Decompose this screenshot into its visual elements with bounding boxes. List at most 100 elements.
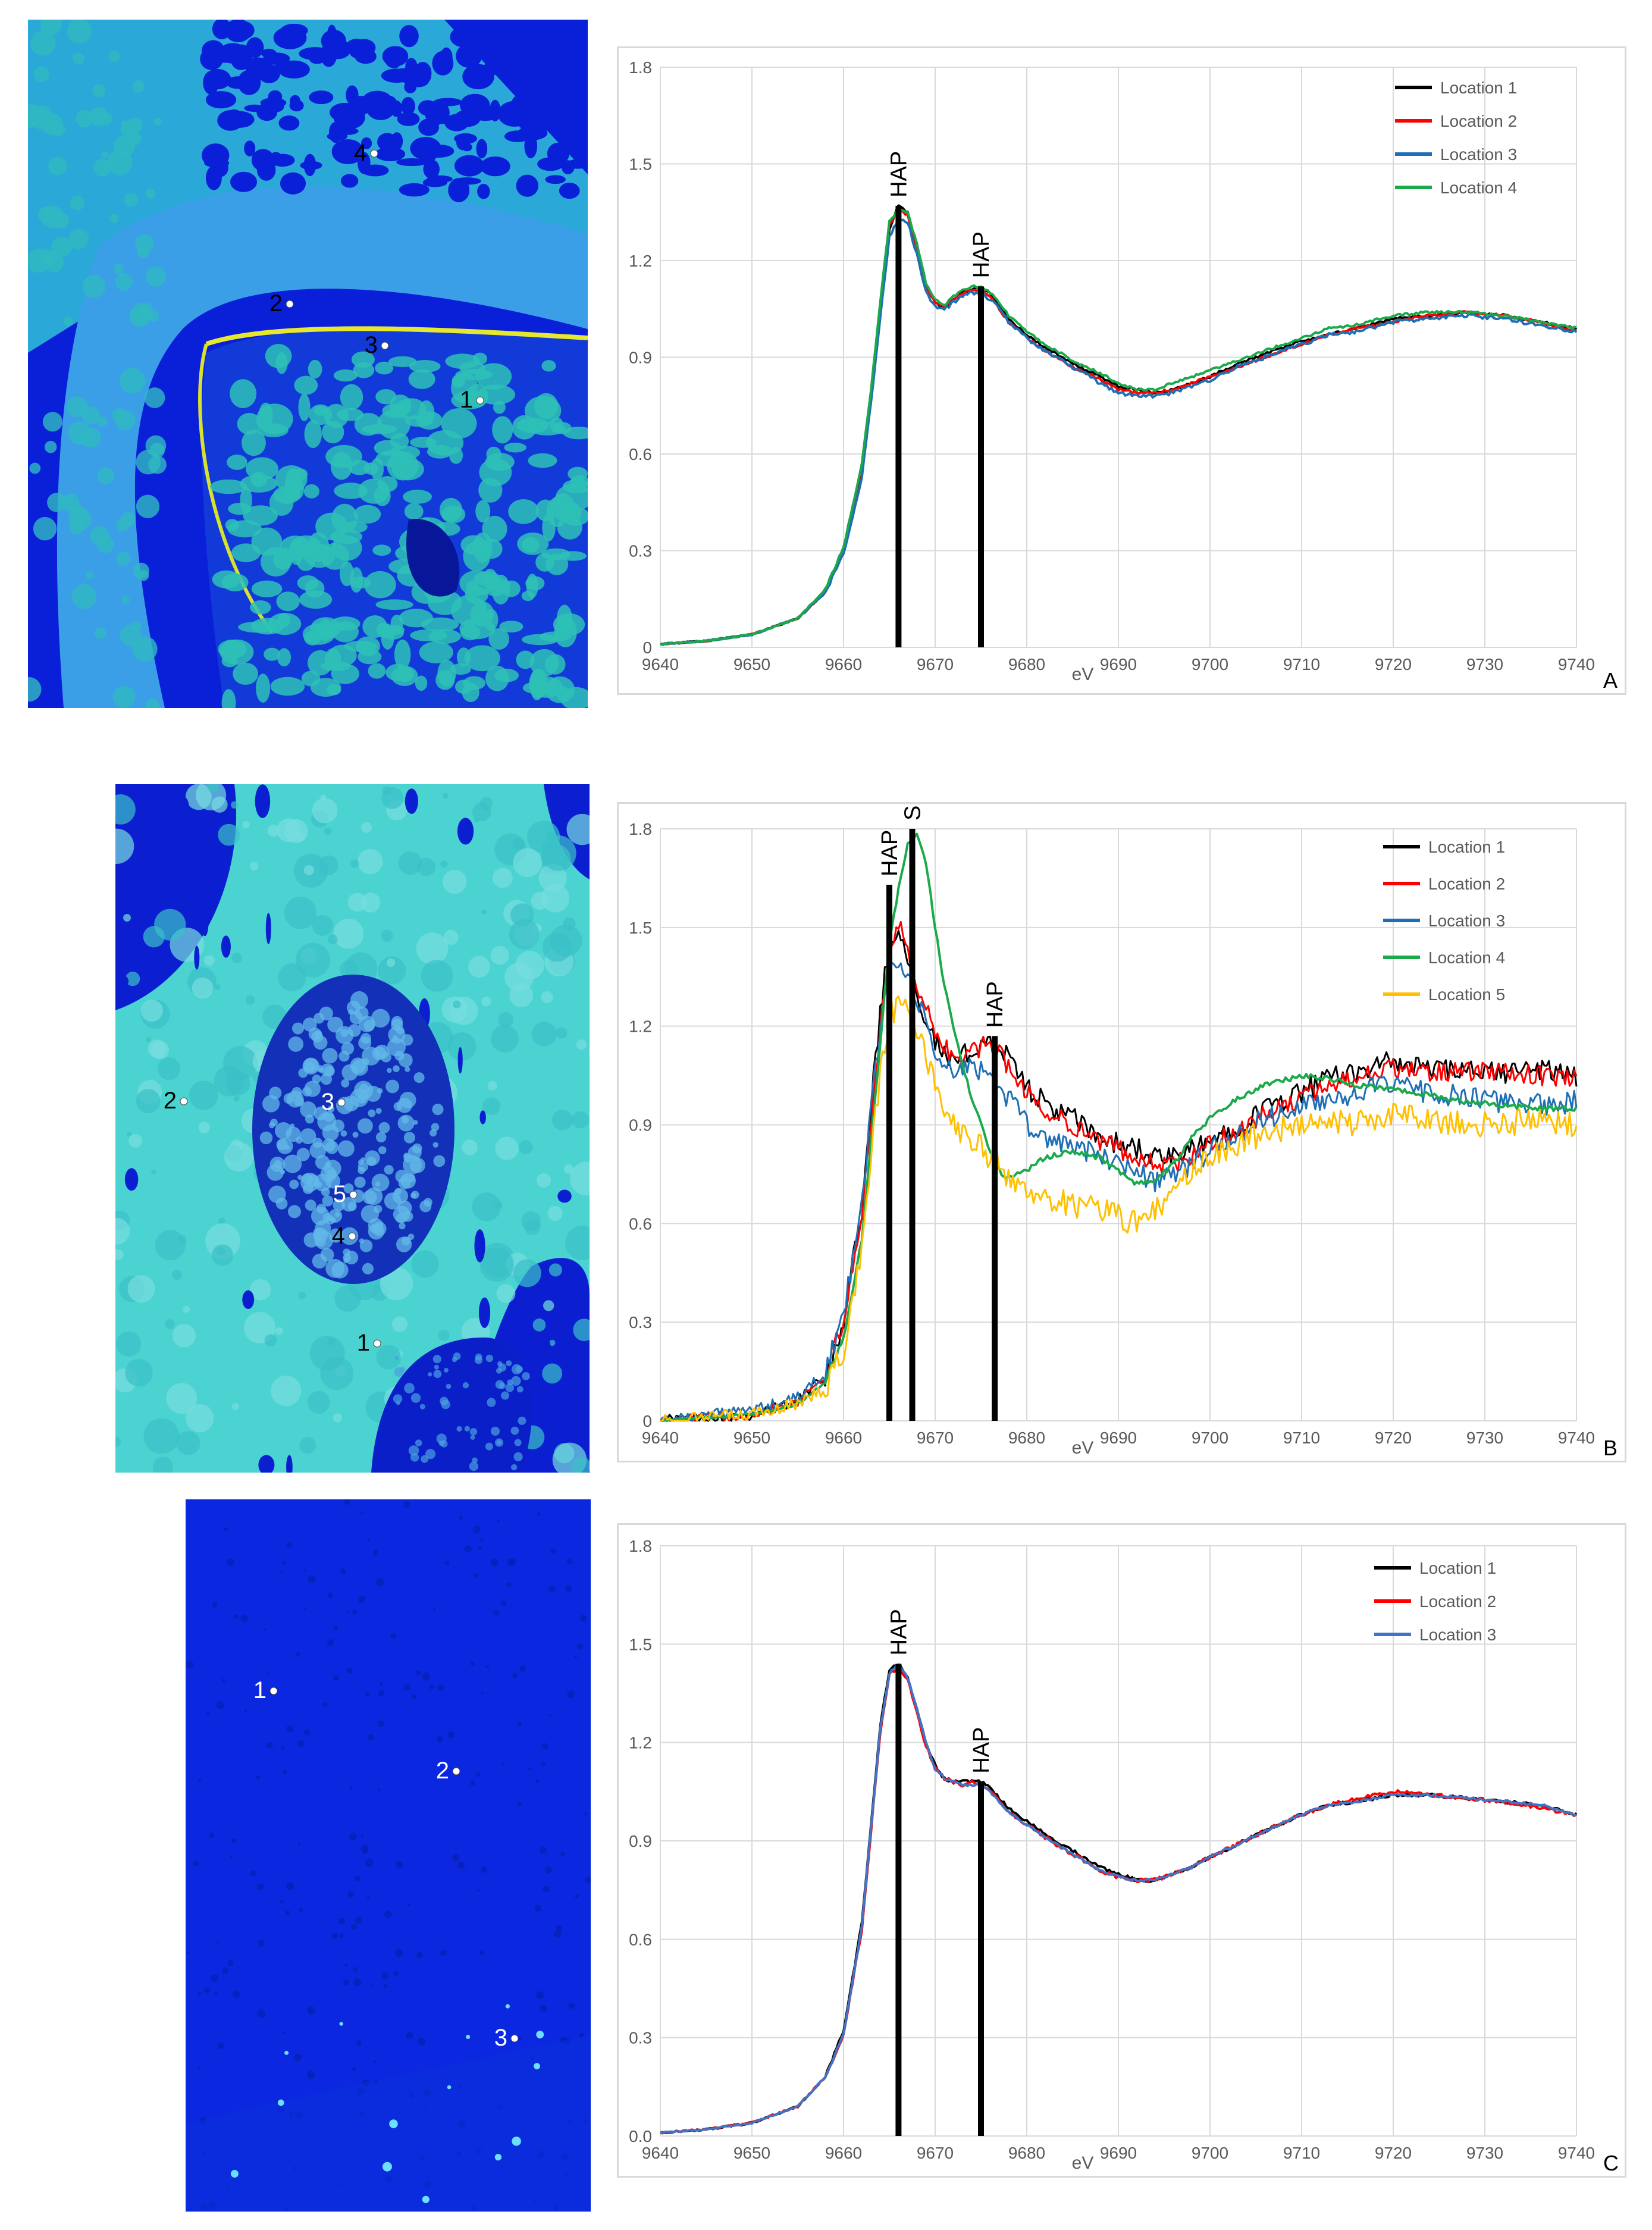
peak-label: HAP <box>886 151 911 198</box>
legend-entry: Location 1 <box>1428 838 1505 856</box>
y-tick-label: 1.2 <box>629 1734 652 1752</box>
series-line-5 <box>660 995 1578 1422</box>
x-tick-label: 9710 <box>1283 655 1320 674</box>
location-dot <box>510 2034 519 2043</box>
chart-svg-c: 9640 9650 9660 9670 9680 9690 9700 9710 9720 9730… <box>629 1537 1619 2175</box>
location-dot <box>381 342 389 350</box>
peak-label: HAP <box>886 1609 911 1655</box>
x-tick-label: 9720 <box>1375 655 1412 674</box>
legend-entry: Location 5 <box>1428 985 1505 1004</box>
location-label: 3 <box>365 332 378 358</box>
x-tick-label: 9730 <box>1466 655 1503 674</box>
peak-label: HAP <box>969 231 994 278</box>
legend-entry: Location 3 <box>1428 912 1505 930</box>
x-tick-label: 9710 <box>1283 1429 1320 1447</box>
x-tick-label: 9690 <box>1100 655 1137 674</box>
fluorescence-image: 1 2 3 4 5 <box>115 784 590 1473</box>
y-tick-label: 0.3 <box>629 2029 652 2047</box>
x-tick-label: 9640 <box>642 655 679 674</box>
x-tick-label: 9740 <box>1558 2144 1595 2162</box>
y-tick-label: 0.3 <box>629 1313 652 1332</box>
x-tick-label: 9720 <box>1375 1429 1412 1447</box>
legend-entry: Location 4 <box>1440 178 1517 197</box>
legend-entry: Location 2 <box>1440 112 1517 130</box>
y-tick-label: 0.9 <box>629 1116 652 1135</box>
x-tick-label: 9700 <box>1192 1429 1228 1447</box>
location-dot <box>337 1098 346 1107</box>
x-tick-label: 9740 <box>1558 655 1595 674</box>
legend-entry: Location 3 <box>1419 1625 1496 1644</box>
xanes-chart-c: 9640 9650 9660 9670 9680 9690 9700 9710 9720 9730… <box>617 1523 1626 2178</box>
y-tick-label: 0 <box>642 1412 652 1430</box>
location-label: 5 <box>333 1181 346 1207</box>
series-line-4 <box>660 207 1577 646</box>
peak-label: HAP <box>969 1727 994 1774</box>
x-tick-label: 9640 <box>642 2144 679 2162</box>
location-dot <box>269 1687 278 1695</box>
location-dot <box>452 1767 460 1775</box>
y-tick-label: 1.2 <box>629 1017 652 1036</box>
x-axis-label: eV <box>1072 665 1094 684</box>
location-dot <box>370 149 378 158</box>
fluorescence-image: 1 2 3 4 <box>28 20 588 708</box>
panel-letter: A <box>1603 668 1617 693</box>
y-tick-label: 0.9 <box>629 349 652 367</box>
location-label: 4 <box>354 140 367 166</box>
y-tick-label: 1.5 <box>629 919 652 937</box>
chart-svg-a: 9640 9650 9660 9670 9680 9690 9700 9710 9720 9730… <box>629 58 1617 693</box>
location-dot <box>286 300 294 308</box>
x-tick-label: 9680 <box>1008 655 1045 674</box>
x-tick-label: 9670 <box>917 655 954 674</box>
legend-entry: Location 1 <box>1419 1559 1496 1577</box>
peak-label: Silicate <box>901 804 926 820</box>
legend-entry: Location 2 <box>1419 1592 1496 1611</box>
x-tick-label: 9670 <box>917 1429 954 1447</box>
chart-svg-b: 9640 9650 9660 9670 9680 9690 9700 9710 9720 9730… <box>629 804 1617 1460</box>
location-label: 1 <box>357 1330 370 1356</box>
location-label: 2 <box>164 1088 177 1114</box>
series-line-2 <box>660 920 1578 1422</box>
x-tick-label: 9740 <box>1558 1429 1595 1447</box>
legend-entry: Location 3 <box>1440 145 1517 164</box>
panel-letter: C <box>1603 2151 1619 2175</box>
x-axis-label: eV <box>1072 1438 1094 1458</box>
x-axis-label: eV <box>1072 2153 1094 2173</box>
y-tick-label: 0.0 <box>629 2127 652 2146</box>
x-tick-label: 9700 <box>1192 655 1228 674</box>
location-label: 3 <box>494 2025 507 2051</box>
x-tick-label: 9660 <box>825 655 862 674</box>
y-tick-label: 1.8 <box>629 1537 652 1555</box>
x-tick-label: 9660 <box>825 1429 862 1447</box>
location-dot <box>373 1339 381 1348</box>
legend-entry: Location 2 <box>1428 875 1505 893</box>
legend-entry: Location 4 <box>1428 948 1505 967</box>
y-tick-label: 1.2 <box>629 252 652 270</box>
xrf-map-b: 1 2 3 4 5 <box>115 784 590 1473</box>
location-dot <box>349 1191 358 1199</box>
y-tick-label: 0.6 <box>629 445 652 463</box>
x-tick-label: 9700 <box>1192 2144 1228 2162</box>
location-label: 3 <box>321 1089 334 1115</box>
location-dot <box>348 1232 356 1241</box>
location-label: 1 <box>460 387 473 413</box>
fluorescence-image: 1 2 3 <box>186 1499 591 2212</box>
x-tick-label: 9690 <box>1100 1429 1137 1447</box>
location-dot <box>180 1097 188 1105</box>
x-tick-label: 9660 <box>825 2144 862 2162</box>
location-label: 2 <box>269 290 283 317</box>
y-tick-label: 0.9 <box>629 1832 652 1850</box>
peak-label: HAP <box>877 830 902 876</box>
x-tick-label: 9670 <box>917 2144 954 2162</box>
x-tick-label: 9680 <box>1008 1429 1045 1447</box>
y-tick-label: 1.8 <box>629 820 652 838</box>
series-line-3 <box>660 1663 1577 2134</box>
x-tick-label: 9680 <box>1008 2144 1045 2162</box>
location-dot <box>476 396 484 405</box>
y-tick-label: 1.8 <box>629 58 652 77</box>
xanes-chart-a: 9640 9650 9660 9670 9680 9690 9700 9710 9720 9730… <box>617 46 1626 695</box>
location-label: 2 <box>436 1758 449 1784</box>
panel-letter: B <box>1603 1436 1617 1460</box>
y-tick-label: 0.6 <box>629 1930 652 1949</box>
y-tick-label: 0.6 <box>629 1214 652 1233</box>
xanes-chart-b: 9640 9650 9660 9670 9680 9690 9700 9710 9720 9730… <box>617 802 1626 1462</box>
